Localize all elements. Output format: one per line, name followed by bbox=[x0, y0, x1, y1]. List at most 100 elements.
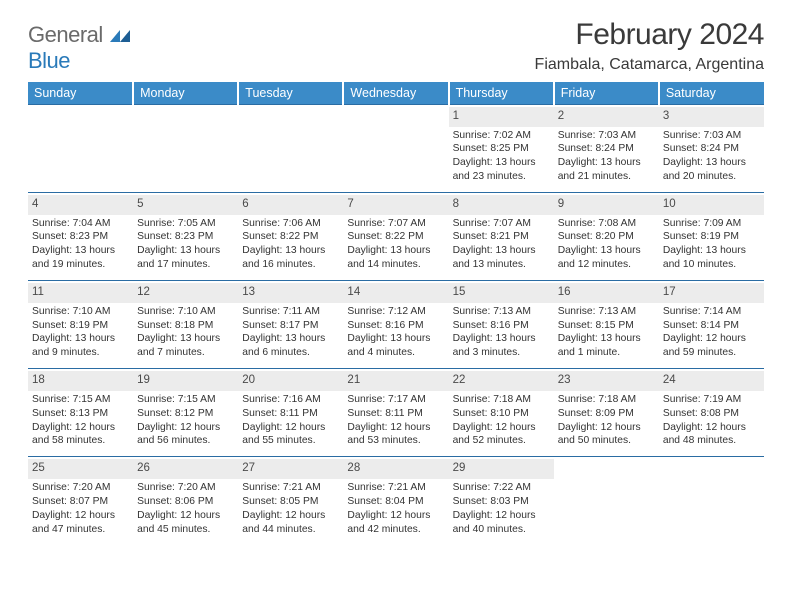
daylight-text: Daylight: 13 hours bbox=[32, 244, 129, 258]
week-row: 18Sunrise: 7:15 AMSunset: 8:13 PMDayligh… bbox=[28, 369, 764, 457]
weekday-header: Sunday bbox=[28, 82, 133, 105]
day-number: 2 bbox=[554, 107, 659, 127]
day-cell: 19Sunrise: 7:15 AMSunset: 8:12 PMDayligh… bbox=[133, 369, 238, 457]
day-number: 29 bbox=[449, 459, 554, 479]
daylight-text: Daylight: 13 hours bbox=[347, 244, 444, 258]
day-number: 23 bbox=[554, 371, 659, 391]
sunset-text: Sunset: 8:25 PM bbox=[453, 142, 550, 156]
day-cell bbox=[28, 105, 133, 193]
day-number: 5 bbox=[133, 195, 238, 215]
sunrise-text: Sunrise: 7:04 AM bbox=[32, 217, 129, 231]
sunset-text: Sunset: 8:17 PM bbox=[242, 319, 339, 333]
daylight-text: Daylight: 13 hours bbox=[453, 332, 550, 346]
day-number: 17 bbox=[659, 283, 764, 303]
daylight-text: and 19 minutes. bbox=[32, 258, 129, 272]
calendar-table: Sunday Monday Tuesday Wednesday Thursday… bbox=[28, 82, 764, 544]
daylight-text: and 52 minutes. bbox=[453, 434, 550, 448]
daylight-text: Daylight: 13 hours bbox=[558, 244, 655, 258]
sunrise-text: Sunrise: 7:08 AM bbox=[558, 217, 655, 231]
header: General Blue February 2024 Fiambala, Cat… bbox=[28, 18, 764, 74]
logo: General Blue bbox=[28, 22, 132, 74]
daylight-text: Daylight: 13 hours bbox=[137, 244, 234, 258]
daylight-text: Daylight: 12 hours bbox=[137, 421, 234, 435]
daylight-text: and 4 minutes. bbox=[347, 346, 444, 360]
sunrise-text: Sunrise: 7:07 AM bbox=[347, 217, 444, 231]
daylight-text: Daylight: 12 hours bbox=[242, 421, 339, 435]
day-cell: 9Sunrise: 7:08 AMSunset: 8:20 PMDaylight… bbox=[554, 193, 659, 281]
sunset-text: Sunset: 8:08 PM bbox=[663, 407, 760, 421]
sunset-text: Sunset: 8:22 PM bbox=[242, 230, 339, 244]
daylight-text: and 40 minutes. bbox=[453, 523, 550, 537]
daylight-text: Daylight: 13 hours bbox=[453, 244, 550, 258]
weekday-header: Thursday bbox=[449, 82, 554, 105]
daylight-text: and 44 minutes. bbox=[242, 523, 339, 537]
daylight-text: and 9 minutes. bbox=[32, 346, 129, 360]
day-number: 7 bbox=[343, 195, 448, 215]
day-cell: 16Sunrise: 7:13 AMSunset: 8:15 PMDayligh… bbox=[554, 281, 659, 369]
sunrise-text: Sunrise: 7:14 AM bbox=[663, 305, 760, 319]
day-cell: 28Sunrise: 7:21 AMSunset: 8:04 PMDayligh… bbox=[343, 457, 448, 545]
day-number: 1 bbox=[449, 107, 554, 127]
sunrise-text: Sunrise: 7:17 AM bbox=[347, 393, 444, 407]
day-cell bbox=[343, 105, 448, 193]
daylight-text: Daylight: 13 hours bbox=[242, 244, 339, 258]
daylight-text: Daylight: 12 hours bbox=[663, 332, 760, 346]
sunrise-text: Sunrise: 7:07 AM bbox=[453, 217, 550, 231]
daylight-text: Daylight: 13 hours bbox=[242, 332, 339, 346]
weekday-header: Saturday bbox=[659, 82, 764, 105]
title-block: February 2024 Fiambala, Catamarca, Argen… bbox=[535, 18, 764, 74]
weekday-header: Monday bbox=[133, 82, 238, 105]
day-number: 25 bbox=[28, 459, 133, 479]
daylight-text: Daylight: 12 hours bbox=[453, 509, 550, 523]
daylight-text: and 23 minutes. bbox=[453, 170, 550, 184]
sunset-text: Sunset: 8:21 PM bbox=[453, 230, 550, 244]
calendar-header-row: Sunday Monday Tuesday Wednesday Thursday… bbox=[28, 82, 764, 105]
day-cell bbox=[133, 105, 238, 193]
day-number: 3 bbox=[659, 107, 764, 127]
sunset-text: Sunset: 8:03 PM bbox=[453, 495, 550, 509]
day-cell: 3Sunrise: 7:03 AMSunset: 8:24 PMDaylight… bbox=[659, 105, 764, 193]
day-cell bbox=[659, 457, 764, 545]
day-number: 13 bbox=[238, 283, 343, 303]
sunrise-text: Sunrise: 7:10 AM bbox=[32, 305, 129, 319]
daylight-text: Daylight: 12 hours bbox=[453, 421, 550, 435]
day-cell: 29Sunrise: 7:22 AMSunset: 8:03 PMDayligh… bbox=[449, 457, 554, 545]
day-number: 24 bbox=[659, 371, 764, 391]
daylight-text: Daylight: 13 hours bbox=[453, 156, 550, 170]
daylight-text: Daylight: 13 hours bbox=[663, 244, 760, 258]
daylight-text: and 56 minutes. bbox=[137, 434, 234, 448]
week-row: 25Sunrise: 7:20 AMSunset: 8:07 PMDayligh… bbox=[28, 457, 764, 545]
daylight-text: Daylight: 12 hours bbox=[663, 421, 760, 435]
day-cell: 8Sunrise: 7:07 AMSunset: 8:21 PMDaylight… bbox=[449, 193, 554, 281]
daylight-text: Daylight: 12 hours bbox=[347, 421, 444, 435]
sunset-text: Sunset: 8:10 PM bbox=[453, 407, 550, 421]
sunset-text: Sunset: 8:12 PM bbox=[137, 407, 234, 421]
calendar-page: General Blue February 2024 Fiambala, Cat… bbox=[0, 0, 792, 544]
daylight-text: and 47 minutes. bbox=[32, 523, 129, 537]
calendar-body: 1Sunrise: 7:02 AMSunset: 8:25 PMDaylight… bbox=[28, 105, 764, 545]
sunrise-text: Sunrise: 7:13 AM bbox=[453, 305, 550, 319]
daylight-text: Daylight: 13 hours bbox=[32, 332, 129, 346]
sunset-text: Sunset: 8:23 PM bbox=[137, 230, 234, 244]
sunset-text: Sunset: 8:07 PM bbox=[32, 495, 129, 509]
day-cell: 22Sunrise: 7:18 AMSunset: 8:10 PMDayligh… bbox=[449, 369, 554, 457]
sunset-text: Sunset: 8:15 PM bbox=[558, 319, 655, 333]
day-cell: 25Sunrise: 7:20 AMSunset: 8:07 PMDayligh… bbox=[28, 457, 133, 545]
day-number: 20 bbox=[238, 371, 343, 391]
sunset-text: Sunset: 8:23 PM bbox=[32, 230, 129, 244]
day-cell: 20Sunrise: 7:16 AMSunset: 8:11 PMDayligh… bbox=[238, 369, 343, 457]
day-number: 9 bbox=[554, 195, 659, 215]
daylight-text: and 55 minutes. bbox=[242, 434, 339, 448]
daylight-text: Daylight: 13 hours bbox=[558, 332, 655, 346]
sunrise-text: Sunrise: 7:11 AM bbox=[242, 305, 339, 319]
daylight-text: Daylight: 13 hours bbox=[347, 332, 444, 346]
day-number: 4 bbox=[28, 195, 133, 215]
sunset-text: Sunset: 8:11 PM bbox=[242, 407, 339, 421]
daylight-text: Daylight: 12 hours bbox=[242, 509, 339, 523]
daylight-text: and 14 minutes. bbox=[347, 258, 444, 272]
sunrise-text: Sunrise: 7:21 AM bbox=[347, 481, 444, 495]
day-number: 16 bbox=[554, 283, 659, 303]
sunset-text: Sunset: 8:06 PM bbox=[137, 495, 234, 509]
day-cell bbox=[554, 457, 659, 545]
day-cell: 17Sunrise: 7:14 AMSunset: 8:14 PMDayligh… bbox=[659, 281, 764, 369]
